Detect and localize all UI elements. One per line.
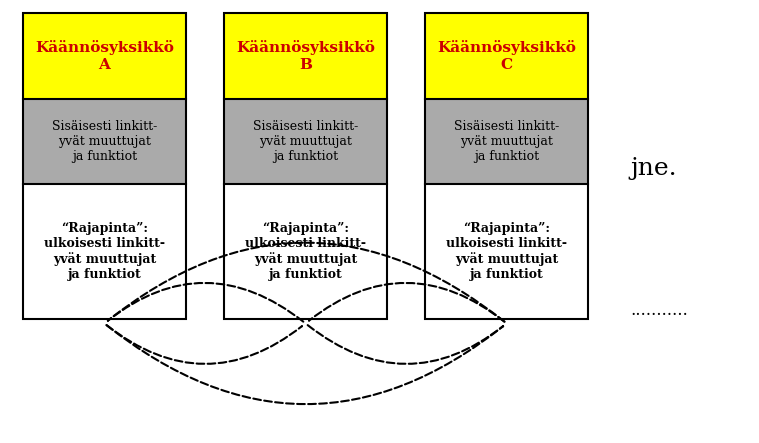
FancyBboxPatch shape (224, 13, 387, 99)
FancyBboxPatch shape (425, 99, 588, 184)
FancyBboxPatch shape (425, 13, 588, 99)
Text: Käännösyksikkö
A: Käännösyksikkö A (35, 40, 174, 72)
Text: “Rajapinta”:
ulkoisesti linkitt-
yvät muuttujat
ja funktiot: “Rajapinta”: ulkoisesti linkitt- yvät mu… (446, 222, 567, 281)
Text: Käännösyksikkö
B: Käännösyksikkö B (236, 40, 375, 72)
FancyBboxPatch shape (23, 184, 186, 319)
Text: Sisäisesti linkitt-
yvät muuttujat
ja funktiot: Sisäisesti linkitt- yvät muuttujat ja fu… (52, 120, 157, 163)
FancyArrowPatch shape (108, 283, 304, 322)
Text: ...........: ........... (630, 302, 688, 319)
Text: “Rajapinta”:
ulkoisesti linkitt-
yvät muuttujat
ja funktiot: “Rajapinta”: ulkoisesti linkitt- yvät mu… (44, 222, 165, 281)
FancyBboxPatch shape (224, 184, 387, 319)
Text: “Rajapinta”:
ulkoisesti linkitt-
yvät muuttujat
ja funktiot: “Rajapinta”: ulkoisesti linkitt- yvät mu… (245, 222, 366, 281)
FancyBboxPatch shape (23, 13, 186, 99)
FancyArrowPatch shape (106, 325, 302, 364)
FancyArrowPatch shape (106, 325, 503, 404)
FancyArrowPatch shape (108, 243, 505, 322)
FancyArrowPatch shape (307, 325, 503, 364)
Text: Käännösyksikkö
C: Käännösyksikkö C (437, 40, 576, 72)
FancyBboxPatch shape (23, 99, 186, 184)
Text: Sisäisesti linkitt-
yvät muuttujat
ja funktiot: Sisäisesti linkitt- yvät muuttujat ja fu… (454, 120, 559, 163)
FancyBboxPatch shape (425, 184, 588, 319)
Text: jne.: jne. (630, 157, 676, 180)
Text: Sisäisesti linkitt-
yvät muuttujat
ja funktiot: Sisäisesti linkitt- yvät muuttujat ja fu… (253, 120, 358, 163)
FancyBboxPatch shape (224, 99, 387, 184)
FancyArrowPatch shape (309, 283, 505, 322)
